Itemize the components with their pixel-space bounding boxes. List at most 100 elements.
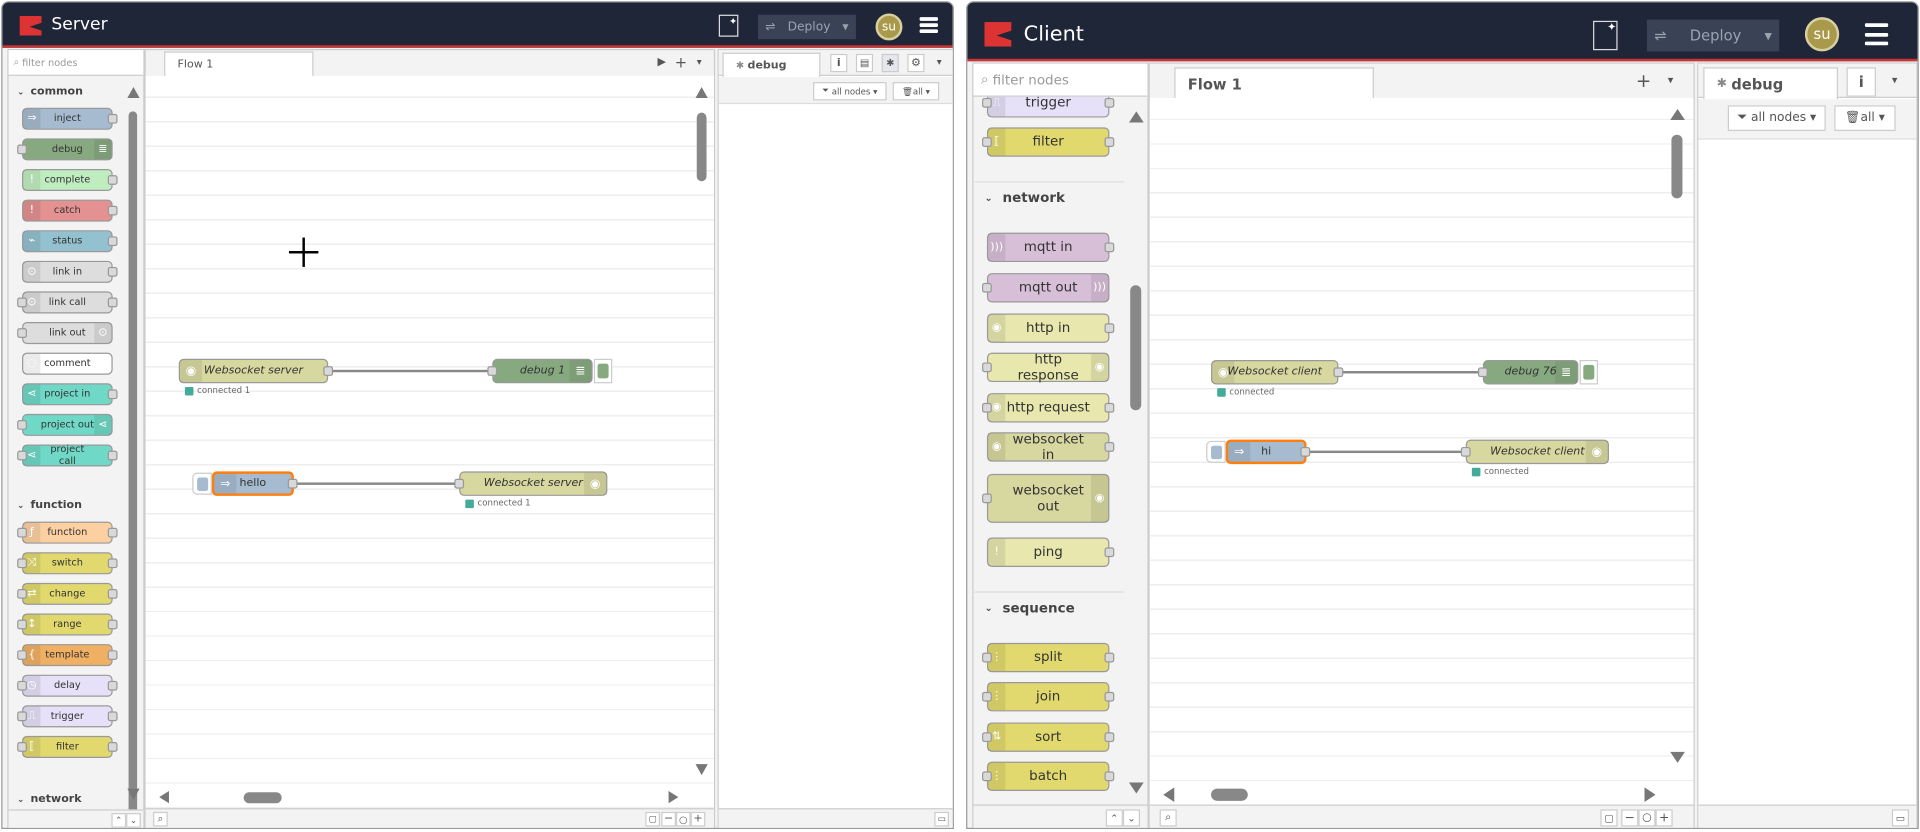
category-sequence[interactable]: ⌄ sequence: [974, 591, 1125, 624]
zoom-in-button[interactable]: +: [1655, 809, 1673, 827]
palette-node-project-call[interactable]: ⋖ project call: [17, 444, 118, 467]
collapse-all-button[interactable]: ⌃: [111, 813, 127, 828]
deploy-button[interactable]: ⇌ Deploy ▾: [757, 14, 856, 40]
avatar[interactable]: su: [1804, 17, 1840, 52]
horizontal-scrollbar[interactable]: [243, 792, 282, 804]
zoom-in-button[interactable]: +: [690, 811, 706, 827]
sidebar-menu-icon[interactable]: ▾: [1891, 74, 1898, 87]
palette-node-mqtt-in[interactable]: ))) mqtt in: [986, 232, 1115, 263]
category-function[interactable]: ⌄ function: [9, 493, 125, 518]
palette-node-comment[interactable]: ◌ comment: [22, 352, 113, 375]
palette-node-catch[interactable]: ! catch: [22, 199, 118, 222]
palette-node-switch[interactable]: ⤨ switch: [17, 552, 118, 575]
palette-node-join[interactable]: ⋮ join: [982, 682, 1115, 712]
popout-button[interactable]: ▭: [1891, 809, 1909, 827]
search-flows-button[interactable]: ⌕: [153, 811, 168, 827]
expand-all-button[interactable]: ⌄: [1122, 809, 1141, 827]
wire[interactable]: [293, 482, 460, 485]
output-port[interactable]: [1300, 446, 1311, 457]
flow-node-hello[interactable]: ⇒ hello: [211, 471, 298, 496]
palette-scrollbar[interactable]: [1130, 285, 1142, 411]
help-tab-button[interactable]: ▤: [855, 53, 874, 73]
flow-node-websocket-server[interactable]: ◉ Websocket server: [178, 358, 334, 384]
palette-node-link-out[interactable]: ⊙ link out: [17, 322, 113, 345]
filter-nodes-dropdown[interactable]: ⏷ all nodes ▾: [813, 82, 887, 101]
wire[interactable]: [328, 369, 493, 373]
input-port[interactable]: [454, 478, 465, 489]
ai-chart-icon[interactable]: ✦: [1593, 20, 1618, 51]
scroll-right-icon[interactable]: [1644, 787, 1656, 803]
expand-all-button[interactable]: ⌄: [126, 813, 141, 828]
inject-trigger-button[interactable]: [1206, 440, 1226, 463]
scroll-left-icon[interactable]: [1163, 787, 1175, 803]
deploy-button[interactable]: ⇌ Deploy ▾: [1646, 19, 1780, 52]
palette-node-http-response[interactable]: ◉ http response: [982, 351, 1110, 383]
palette-node-project-in[interactable]: ⋖ project in: [22, 383, 118, 406]
zoom-reset-button[interactable]: ○: [1638, 809, 1656, 827]
palette-node-complete[interactable]: ! complete: [22, 168, 118, 192]
flow-node-websocket-client[interactable]: ◉ Websocket client: [1211, 360, 1344, 385]
palette-node-ping[interactable]: ! ping: [986, 537, 1115, 567]
palette-node-batch[interactable]: ⋮ batch: [982, 761, 1115, 792]
scroll-up-icon[interactable]: [127, 86, 140, 98]
ai-chart-icon[interactable]: ✦: [718, 14, 739, 37]
palette-node-http-in[interactable]: ◉ http in: [986, 313, 1115, 343]
info-tab-button[interactable]: i: [830, 53, 848, 73]
palette-node-template[interactable]: {template: [17, 644, 118, 667]
scroll-down-icon[interactable]: [127, 788, 140, 800]
palette-node-http-request[interactable]: ◉ http request: [982, 393, 1115, 423]
output-port[interactable]: [287, 478, 298, 489]
output-port[interactable]: [323, 366, 334, 376]
palette-scrollbar[interactable]: [128, 111, 138, 828]
scroll-up-icon[interactable]: [1670, 108, 1685, 121]
zoom-out-button[interactable]: −: [1621, 809, 1639, 827]
wire[interactable]: [1338, 371, 1483, 374]
flow-node-hi[interactable]: ⇒ hi: [1225, 439, 1311, 465]
clear-dropdown[interactable]: 🗑 all ▾: [1834, 105, 1896, 132]
palette-node-filter[interactable]: ⟦ filter: [982, 127, 1115, 157]
flows-menu-icon[interactable]: ▾: [696, 56, 702, 68]
debug-tab-button[interactable]: ✱: [881, 53, 899, 73]
input-port[interactable]: [1477, 367, 1488, 378]
category-network[interactable]: ⌄ network: [974, 181, 1125, 214]
inject-trigger-button[interactable]: [192, 472, 212, 495]
filter-nodes-input[interactable]: ⌕ filter nodes: [973, 63, 1148, 97]
palette-node-inject[interactable]: ⇒ inject: [22, 107, 118, 130]
chevron-down-icon[interactable]: ▾: [1764, 26, 1772, 45]
add-flow-icon[interactable]: +: [674, 53, 688, 72]
menu-icon[interactable]: [919, 17, 938, 34]
palette-node-sort[interactable]: ⇅ sort: [982, 722, 1115, 752]
debug-toggle-button[interactable]: [1579, 360, 1598, 385]
zoom-reset-button[interactable]: ○: [675, 811, 691, 827]
config-tab-button[interactable]: ⚙: [907, 53, 925, 73]
sidebar-menu-icon[interactable]: ▾: [936, 56, 942, 68]
navigator-button[interactable]: ▢: [1600, 809, 1618, 827]
scroll-down-icon[interactable]: [695, 764, 708, 776]
info-tab-button[interactable]: i: [1846, 67, 1876, 97]
flow-node-debug-1[interactable]: ≣ debug 1: [487, 358, 593, 384]
palette-node-trigger[interactable]: ⎍ trigger: [17, 705, 118, 728]
zoom-out-button[interactable]: −: [661, 811, 676, 827]
palette-node-project-out[interactable]: ⋖ project out: [17, 413, 113, 436]
palette-node-change[interactable]: ⇄ change: [17, 582, 118, 605]
input-port[interactable]: [487, 366, 498, 376]
collapse-all-button[interactable]: ⌃: [1105, 809, 1123, 827]
output-port[interactable]: [1333, 367, 1344, 378]
flow-canvas[interactable]: ◉ Websocket server connected 1 ≣ debug 1 ⇒ hel…: [145, 75, 714, 809]
popout-button[interactable]: ▭: [934, 811, 949, 827]
flow-node-websocket-server[interactable]: ◉ Websocket server: [454, 471, 608, 496]
filter-nodes-dropdown[interactable]: ⏷ all nodes ▾: [1727, 105, 1826, 132]
vertical-scrollbar[interactable]: [696, 112, 707, 182]
flow-canvas[interactable]: ◉ Websocket client connected ≣ debug 76 ⇒ hi ◉ W…: [1149, 97, 1694, 806]
clear-dropdown[interactable]: 🗑 all ▾: [892, 82, 940, 101]
category-network[interactable]: ⌄ network: [9, 787, 125, 812]
palette-node-function[interactable]: ƒ function: [17, 521, 118, 544]
scroll-right-icon[interactable]: [668, 791, 679, 804]
tab-debug[interactable]: ✱ debug: [722, 52, 821, 78]
wire[interactable]: [1306, 450, 1466, 454]
chevron-down-icon[interactable]: ▾: [842, 20, 849, 34]
palette-node-link-in[interactable]: ⊙ link in: [22, 260, 118, 283]
palette-node-debug[interactable]: ≣ debug: [17, 138, 113, 161]
tab-scroll-right-icon[interactable]: ▶: [657, 56, 667, 69]
scroll-down-icon[interactable]: [1670, 751, 1685, 763]
